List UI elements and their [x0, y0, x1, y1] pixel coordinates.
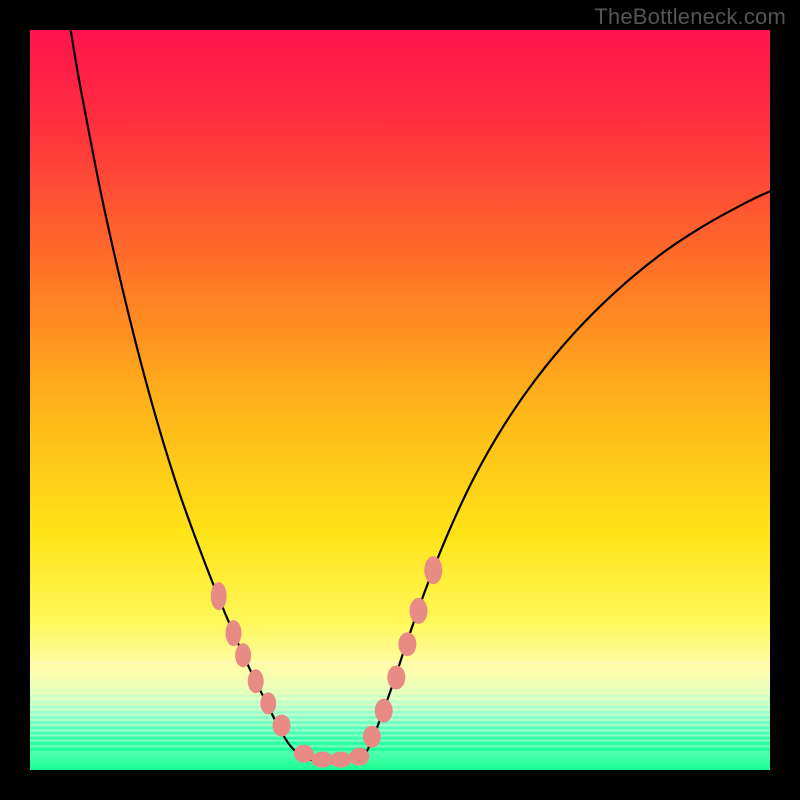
curve-marker [410, 598, 428, 624]
curve-marker [387, 666, 405, 690]
curve-marker [398, 632, 416, 656]
curve-marker [294, 745, 314, 763]
curve-marker [260, 692, 276, 714]
curve-marker [349, 748, 369, 766]
plot-background-gradient [30, 30, 770, 770]
curve-marker [330, 752, 352, 768]
watermark-text: TheBottleneck.com [594, 4, 786, 30]
curve-marker [211, 582, 227, 610]
curve-marker [235, 643, 251, 667]
curve-marker [248, 669, 264, 693]
bottleneck-v-chart [0, 0, 800, 800]
curve-marker [273, 715, 291, 737]
curve-marker [226, 620, 242, 646]
curve-marker [375, 699, 393, 723]
curve-marker [363, 726, 381, 748]
chart-root: TheBottleneck.com [0, 0, 800, 800]
curve-marker [424, 556, 442, 584]
